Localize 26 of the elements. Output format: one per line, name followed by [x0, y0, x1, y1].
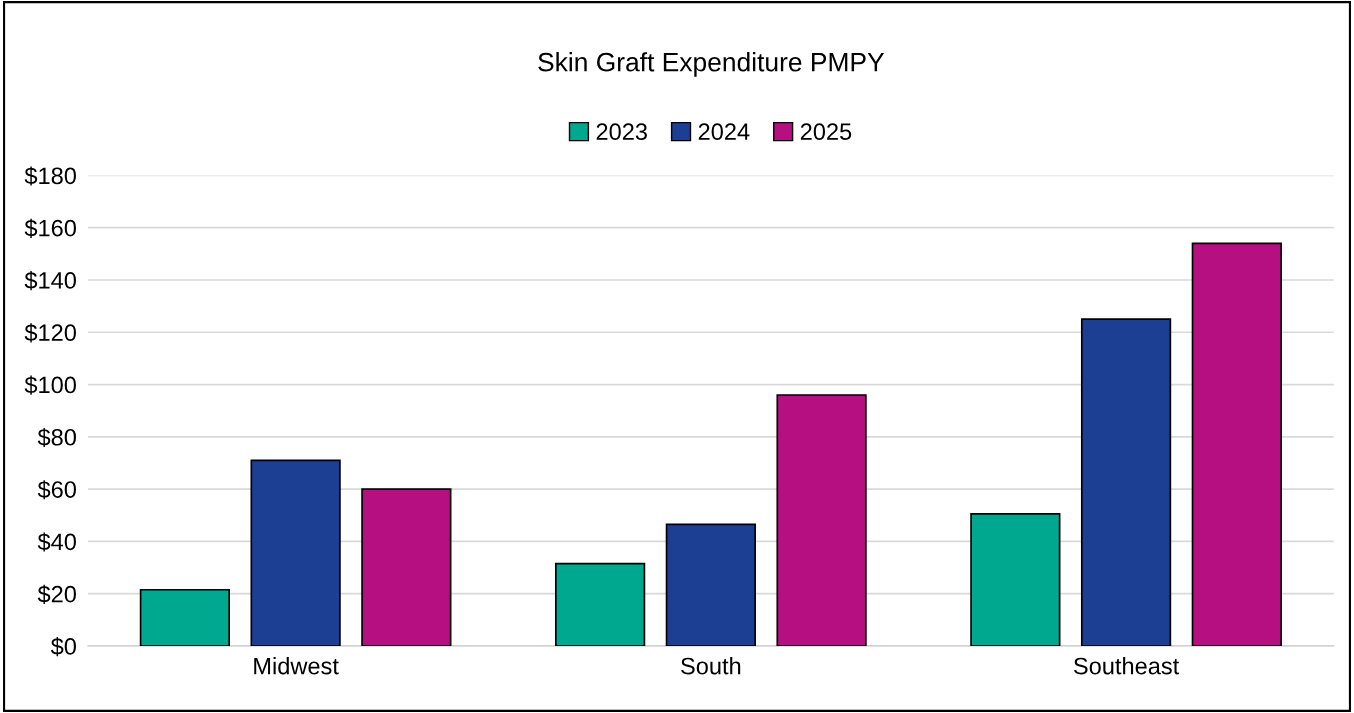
x-tick-label: South	[681, 657, 741, 675]
bar	[139, 588, 231, 646]
bar	[776, 394, 867, 646]
bar	[970, 513, 1061, 646]
y-tick-label: $0	[50, 637, 76, 657]
bar	[665, 523, 756, 646]
x-tick-label: Midwest	[254, 657, 339, 675]
bar	[1080, 318, 1172, 646]
y-tick-label: $140	[24, 271, 76, 291]
legend-label: 2025	[800, 123, 852, 141]
bar	[1191, 242, 1282, 646]
chart-title: Skin Graft Expenditure PMPY	[538, 52, 885, 77]
y-tick-label: $40	[37, 532, 76, 552]
bar	[554, 562, 646, 646]
y-tick-label: $20	[37, 584, 76, 604]
legend-label: 2023	[596, 123, 647, 141]
y-tick-label: $80	[37, 427, 76, 448]
legend-label: 2024	[698, 123, 750, 141]
y-tick-label: $160	[24, 218, 76, 238]
x-tick-label: Southeast	[1073, 657, 1180, 675]
y-tick-label: $60	[37, 480, 76, 500]
bar	[250, 459, 341, 646]
bar	[361, 488, 452, 646]
y-tick-label: $120	[24, 323, 76, 343]
y-tick-label: $100	[24, 375, 76, 395]
y-tick-label: $180	[24, 166, 76, 186]
